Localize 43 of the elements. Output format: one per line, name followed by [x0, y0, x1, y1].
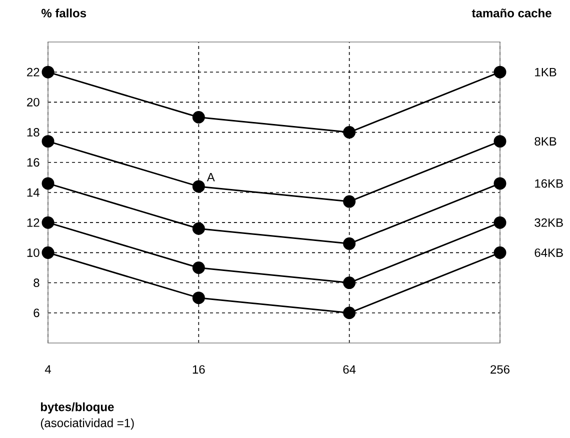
point [494, 66, 506, 78]
y-tick-label: 22 [27, 68, 40, 76]
point [192, 222, 205, 235]
x-tick-label: 256 [490, 365, 510, 374]
point [42, 246, 54, 259]
x-tick-label: 64 [343, 365, 356, 374]
point [42, 216, 54, 229]
point [343, 306, 356, 320]
point [343, 276, 356, 290]
text: (asociatividad =1) [40, 418, 134, 430]
point [494, 246, 506, 259]
y-tick-label: 8 [34, 278, 40, 288]
point [343, 126, 356, 139]
point [42, 66, 54, 78]
point [343, 195, 356, 208]
x-tick-label: 16 [192, 365, 205, 374]
text: 1KB [535, 68, 556, 76]
x-axis-title: bytes/bloque [40, 402, 114, 414]
point [42, 135, 54, 148]
annotation: A [206, 173, 215, 182]
y-tick-label: 12 [27, 218, 40, 227]
point [192, 180, 205, 193]
point [343, 237, 356, 250]
y-tick-label: 14 [27, 188, 40, 197]
point [192, 261, 205, 274]
x-tick-label: 4 [44, 365, 51, 374]
legend-title: tamaño cache [472, 8, 552, 18]
text: 16KB [535, 179, 563, 188]
point [494, 135, 506, 148]
text: 64KB [534, 248, 563, 257]
y-tick-label: 18 [27, 128, 40, 137]
point [494, 177, 506, 190]
y-tick-label: 10 [27, 248, 40, 257]
y-tick-label: 20 [27, 98, 40, 106]
point [192, 110, 205, 124]
point [192, 292, 205, 304]
y-tick-label: 6 [34, 308, 40, 318]
y-tick-label: 16 [27, 158, 40, 167]
text: 8KB [534, 137, 556, 146]
point [42, 177, 54, 190]
y-axis-title: % fallos [42, 8, 86, 18]
point [494, 216, 506, 229]
text: 32KB [534, 218, 563, 227]
